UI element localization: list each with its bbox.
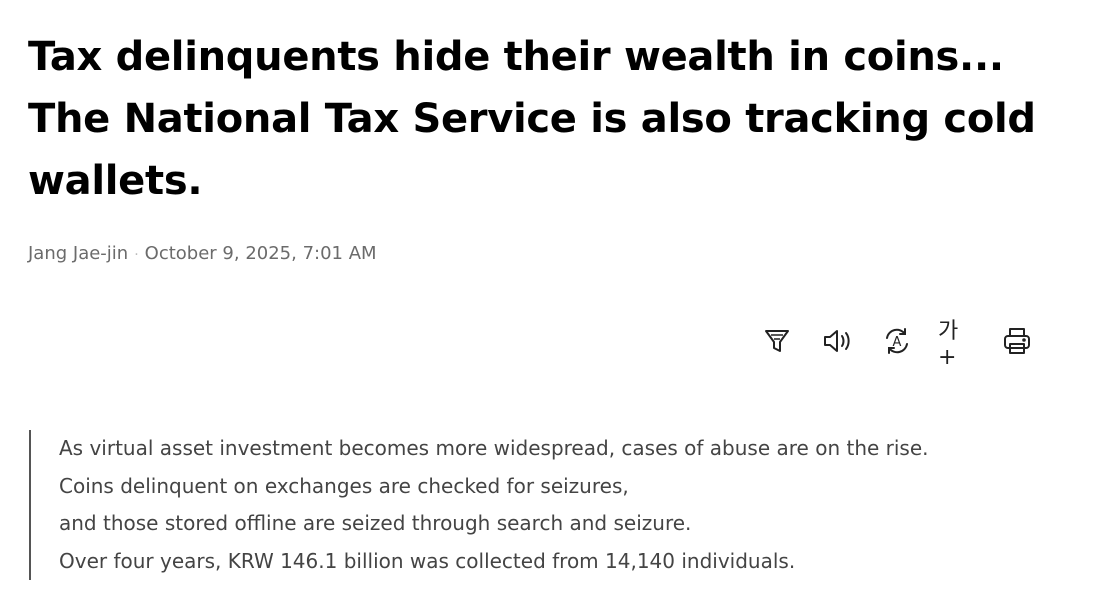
byline-separator: ·	[134, 247, 139, 263]
listen-button[interactable]	[818, 322, 856, 360]
print-icon	[1004, 328, 1030, 354]
translate-button[interactable]: A	[878, 322, 916, 360]
font-size-button[interactable]: 가+	[938, 319, 976, 370]
translate-icon: A	[886, 328, 908, 354]
summary-filter-button[interactable]	[758, 322, 796, 360]
article-summary: As virtual asset investment becomes more…	[29, 430, 929, 580]
svg-text:A: A	[893, 335, 902, 350]
speaker-icon	[824, 330, 850, 352]
font-size-icon: 가+	[938, 318, 959, 370]
article-title: Tax delinquents hide their wealth in coi…	[28, 34, 1036, 204]
author-name[interactable]: Jang Jae-jin	[28, 243, 129, 264]
article-toolbar: A 가+	[758, 319, 1036, 370]
summary-line: Over four years, KRW 146.1 billion was c…	[59, 548, 796, 573]
byline: Jang Jae-jin · October 9, 2025, 7:01 AM	[28, 243, 377, 264]
summary-line: As virtual asset investment becomes more…	[59, 436, 929, 460]
summary-line: and those stored offline are seized thro…	[59, 511, 692, 535]
filter-icon	[765, 330, 789, 352]
summary-line: Coins delinquent on exchanges are checke…	[59, 473, 629, 498]
print-button[interactable]	[998, 322, 1036, 360]
publish-date: October 9, 2025, 7:01 AM	[144, 243, 377, 264]
